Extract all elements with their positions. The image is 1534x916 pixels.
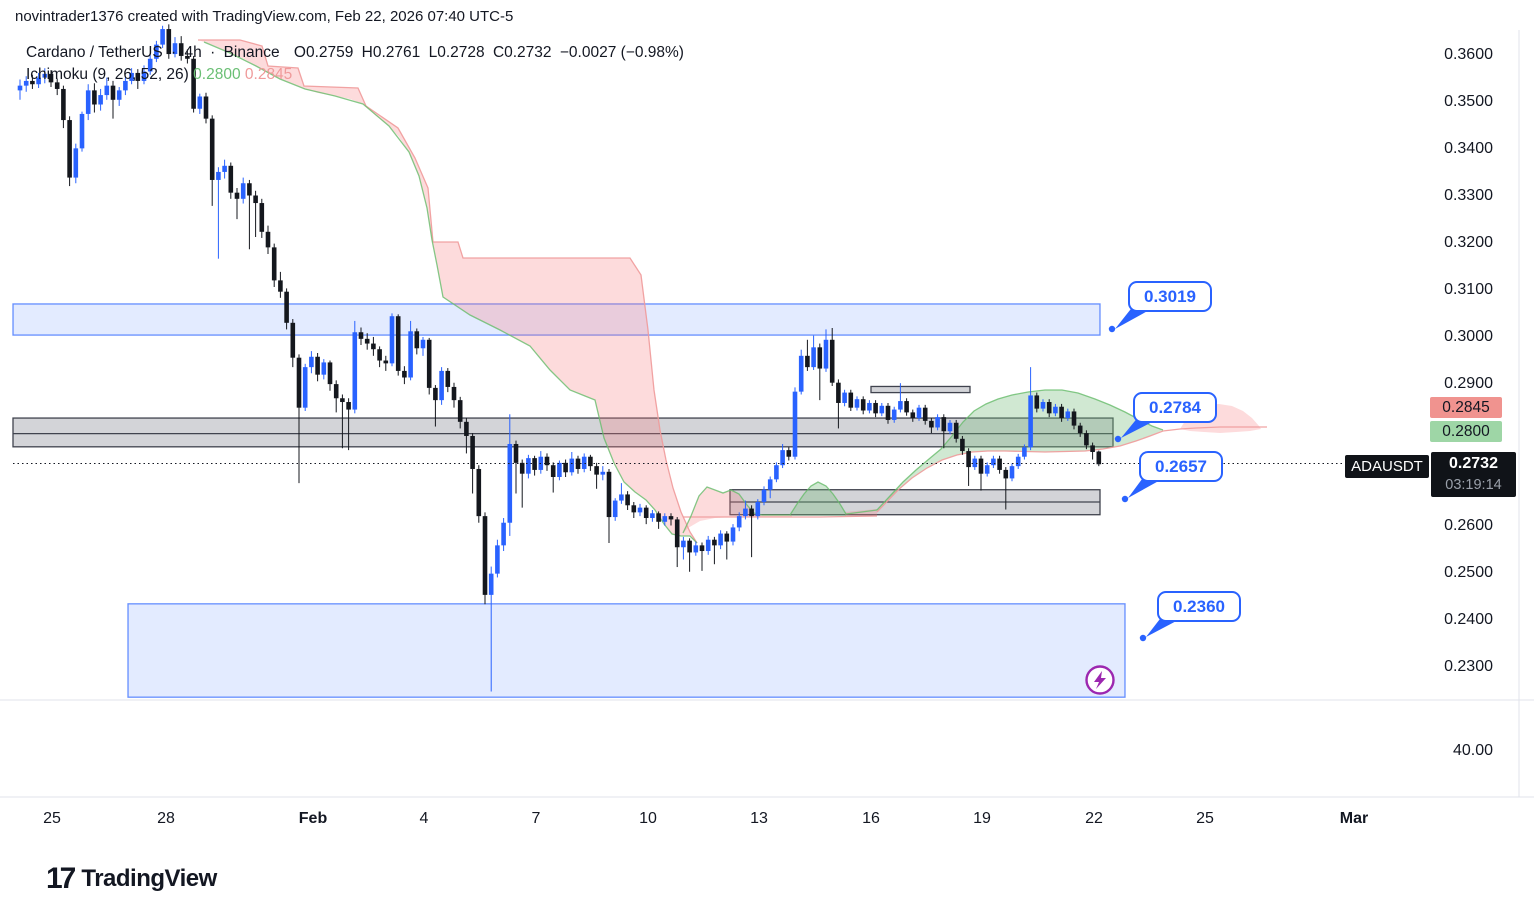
indicator-name[interactable]: Ichimoku (9, 26, 52, 26) xyxy=(26,66,189,83)
time-axis-label-19: 19 xyxy=(973,810,991,827)
callout-anchor-dot-2[interactable] xyxy=(1121,495,1129,503)
price-callout-0.3019[interactable]: 0.3019 xyxy=(1128,281,1212,312)
callout-anchor-dot-3[interactable] xyxy=(1139,634,1147,642)
ichimoku-lead1-line-1[interactable] xyxy=(682,481,878,534)
ichimoku-cloud-pink-main[interactable] xyxy=(198,40,697,543)
symbol-price-label: ADAUSDT xyxy=(1345,455,1429,478)
last-price-value: 0.2732 xyxy=(1449,455,1498,472)
separator-dot: · xyxy=(210,44,216,61)
time-axis-label-7: 7 xyxy=(531,810,541,827)
time-axis-label-10: 10 xyxy=(639,810,657,827)
ichimoku-cloud-green-blob[interactable] xyxy=(790,482,846,516)
tradingview-logo[interactable]: 17 TradingView xyxy=(46,862,217,896)
lightning-bolt-icon[interactable] xyxy=(1094,671,1106,689)
price-axis-label-0.3400: 0.3400 xyxy=(1444,140,1493,157)
time-axis-label-Feb: Feb xyxy=(298,810,328,827)
price-callout-0.2360[interactable]: 0.2360 xyxy=(1157,591,1241,622)
price-callout-0.2784[interactable]: 0.2784 xyxy=(1133,392,1217,423)
price-axis-label-0.3200: 0.3200 xyxy=(1444,234,1493,251)
ichimoku-lead2-line-1[interactable] xyxy=(683,515,878,518)
interval-label[interactable]: 4h xyxy=(184,44,202,61)
price-axis-label-0.3100: 0.3100 xyxy=(1444,281,1493,298)
last-price-badge: 0.2732 03:19:14 xyxy=(1431,452,1516,497)
ichimoku-lead2-value: 0.2845 xyxy=(244,66,293,83)
ichimoku-cloud-green-future[interactable] xyxy=(877,390,1163,511)
symbol-title[interactable]: Cardano / TetherUS xyxy=(26,44,163,61)
time-axis-label-28: 28 xyxy=(157,810,175,827)
ichimoku-lead2-badge: 0.2845 xyxy=(1430,397,1502,418)
price-axis-label-0.2500: 0.2500 xyxy=(1444,564,1493,581)
callout-anchor-dot-0[interactable] xyxy=(1108,325,1116,333)
price-axis-label-0.2600: 0.2600 xyxy=(1444,517,1493,534)
time-axis-label-22: 22 xyxy=(1085,810,1103,827)
price-axis-label-0.3500: 0.3500 xyxy=(1444,93,1493,110)
ohlc-close: C0.2732 xyxy=(492,44,552,61)
price-axis-label-0.3300: 0.3300 xyxy=(1444,187,1493,204)
ichimoku-lead1-value: 0.2800 xyxy=(193,66,241,83)
demand-zone[interactable] xyxy=(127,603,1126,698)
separator-dot: · xyxy=(171,44,177,61)
time-axis-label-13: 13 xyxy=(750,810,768,827)
price-callout-0.2657[interactable]: 0.2657 xyxy=(1139,451,1223,482)
ichimoku-lead1-line-2[interactable] xyxy=(876,389,1164,511)
ohlc-change: −0.0027 (−0.98%) xyxy=(559,44,684,61)
ohlc-open: O0.2759 xyxy=(293,44,354,61)
price-axis-label-0.2400: 0.2400 xyxy=(1444,611,1493,628)
ichimoku-lead2-line-0[interactable] xyxy=(198,39,698,544)
ichimoku-lead2-line-2[interactable] xyxy=(876,426,1267,513)
time-axis-label-4: 4 xyxy=(419,810,429,827)
ohlc-high: H0.2761 xyxy=(361,44,421,61)
supply-zone[interactable] xyxy=(12,303,1101,336)
callout-anchor-dot-1[interactable] xyxy=(1114,435,1122,443)
price-axis-label-0.3600: 0.3600 xyxy=(1444,46,1493,63)
price-axis-label-0.3000: 0.3000 xyxy=(1444,328,1493,345)
ichimoku-lead1-badge: 0.2800 xyxy=(1430,421,1502,442)
bar-countdown: 03:19:14 xyxy=(1445,477,1502,493)
candles-series[interactable] xyxy=(17,24,1102,692)
indicator-header: Ichimoku (9, 26, 52, 26) 0.2800 0.2845 xyxy=(26,66,292,84)
sub-pane-scale-label[interactable]: 40.00 xyxy=(1452,742,1493,759)
time-axis-label-25: 25 xyxy=(43,810,61,827)
ohlc-low: L0.2728 xyxy=(428,44,485,61)
time-axis-label-25: 25 xyxy=(1196,810,1214,827)
mini-zone[interactable] xyxy=(870,385,971,394)
ichimoku-cloud-pink-strip[interactable] xyxy=(683,487,792,533)
symbol-header: Cardano / TetherUS · 4h · Binance O0.275… xyxy=(26,44,688,62)
tradingview-logo-text: TradingView xyxy=(81,865,217,892)
exchange-label: Binance xyxy=(223,44,280,61)
price-axis-label-0.2900: 0.2900 xyxy=(1444,375,1493,392)
tradingview-logo-icon: 17 xyxy=(46,862,76,895)
ichimoku-lead1-line-0[interactable] xyxy=(203,41,698,544)
attribution-text: novintrader1376 created with TradingView… xyxy=(15,8,514,25)
time-axis-label-Mar: Mar xyxy=(1339,810,1369,827)
price-axis-label-0.2300: 0.2300 xyxy=(1444,658,1493,675)
time-axis-label-16: 16 xyxy=(862,810,880,827)
